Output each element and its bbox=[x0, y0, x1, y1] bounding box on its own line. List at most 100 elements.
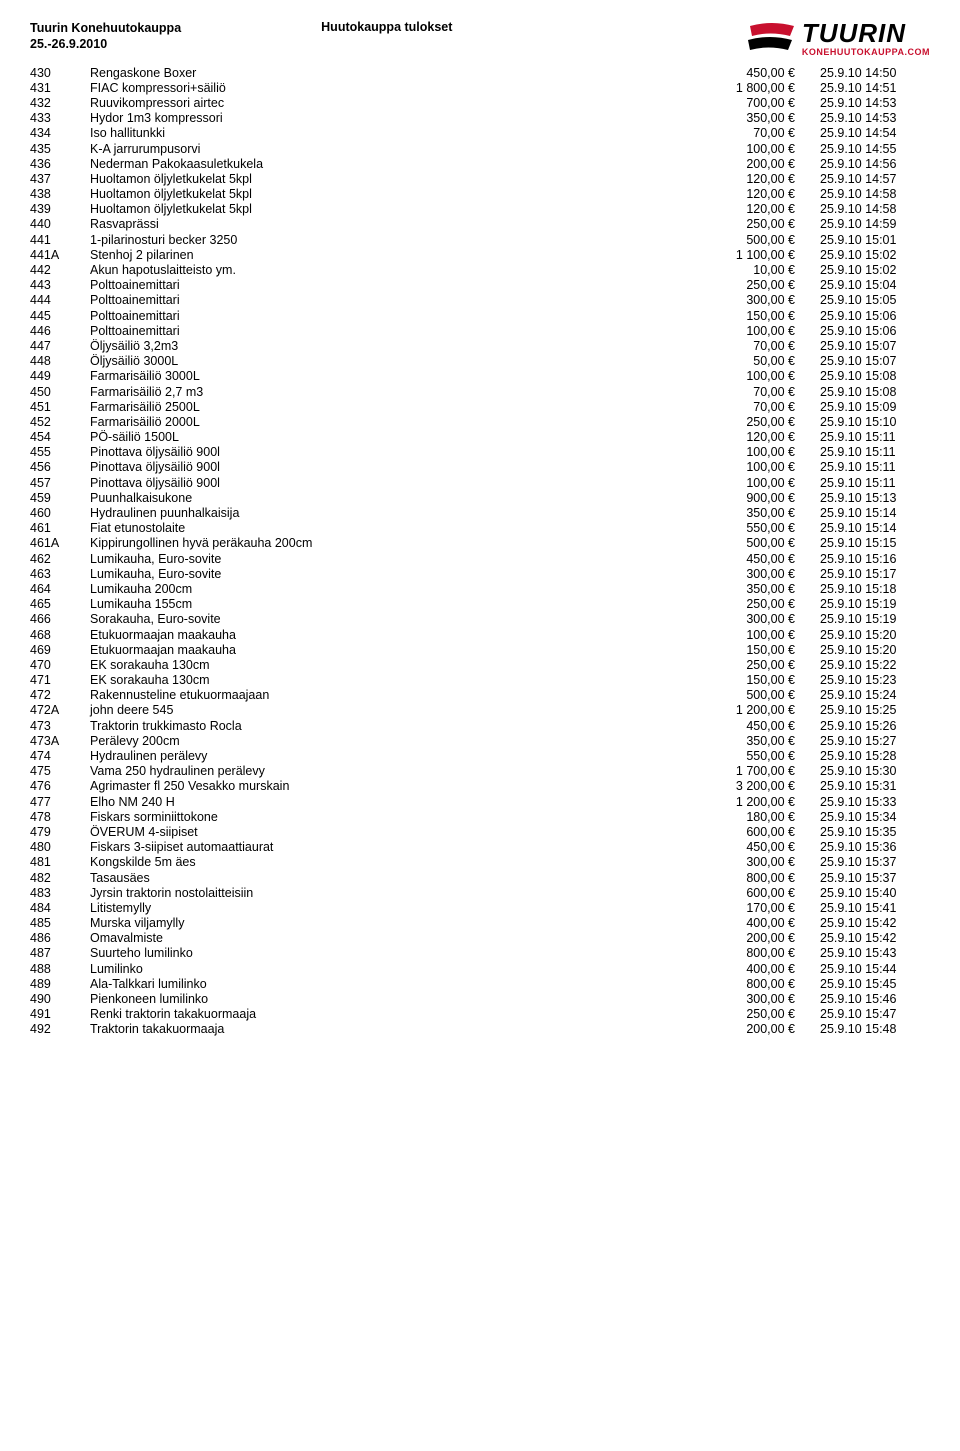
row-id: 477 bbox=[30, 794, 90, 809]
row-desc: EK sorakauha 130cm bbox=[90, 657, 695, 672]
row-desc: Pinottava öljysäiliö 900l bbox=[90, 475, 695, 490]
row-price: 180,00 € bbox=[695, 809, 820, 824]
row-timestamp: 25.9.10 14:53 bbox=[820, 111, 930, 126]
row-desc: Etukuormaajan maakauha bbox=[90, 627, 695, 642]
row-id: 436 bbox=[30, 156, 90, 171]
row-desc: Litistemylly bbox=[90, 900, 695, 915]
row-desc: Fiskars sorminiittokone bbox=[90, 809, 695, 824]
row-timestamp: 25.9.10 15:06 bbox=[820, 323, 930, 338]
row-id: 466 bbox=[30, 612, 90, 627]
row-timestamp: 25.9.10 15:04 bbox=[820, 278, 930, 293]
row-timestamp: 25.9.10 15:37 bbox=[820, 870, 930, 885]
subtitle: Huutokauppa tulokset bbox=[321, 20, 452, 53]
row-timestamp: 25.9.10 15:20 bbox=[820, 627, 930, 642]
row-desc: Kippirungollinen hyvä peräkauha 200cm bbox=[90, 536, 695, 551]
header-left: Tuurin Konehuutokauppa 25.-26.9.2010 Huu… bbox=[30, 20, 452, 53]
table-row: 435K-A jarrurumpusorvi100,00 €25.9.10 14… bbox=[30, 141, 930, 156]
row-id: 460 bbox=[30, 505, 90, 520]
table-row: 468Etukuormaajan maakauha100,00 €25.9.10… bbox=[30, 627, 930, 642]
row-price: 350,00 € bbox=[695, 733, 820, 748]
row-id: 480 bbox=[30, 840, 90, 855]
row-timestamp: 25.9.10 15:28 bbox=[820, 748, 930, 763]
row-price: 50,00 € bbox=[695, 354, 820, 369]
table-row: 445Polttoainemittari150,00 €25.9.10 15:0… bbox=[30, 308, 930, 323]
table-row: 472Ajohn deere 5451 200,00 €25.9.10 15:2… bbox=[30, 703, 930, 718]
row-desc: Pinottava öljysäiliö 900l bbox=[90, 460, 695, 475]
row-timestamp: 25.9.10 15:02 bbox=[820, 262, 930, 277]
row-id: 483 bbox=[30, 885, 90, 900]
table-row: 465Lumikauha 155cm250,00 €25.9.10 15:19 bbox=[30, 597, 930, 612]
logo-flag-icon bbox=[746, 22, 796, 56]
row-price: 150,00 € bbox=[695, 642, 820, 657]
row-desc: Farmarisäiliö 3000L bbox=[90, 369, 695, 384]
table-row: 479ÖVERUM 4-siipiset600,00 €25.9.10 15:3… bbox=[30, 824, 930, 839]
row-id: 468 bbox=[30, 627, 90, 642]
row-id: 443 bbox=[30, 278, 90, 293]
row-timestamp: 25.9.10 15:11 bbox=[820, 460, 930, 475]
table-row: 478Fiskars sorminiittokone180,00 €25.9.1… bbox=[30, 809, 930, 824]
table-row: 491Renki traktorin takakuormaaja250,00 €… bbox=[30, 1007, 930, 1022]
row-timestamp: 25.9.10 15:01 bbox=[820, 232, 930, 247]
table-row: 476Agrimaster fl 250 Vesakko murskain3 2… bbox=[30, 779, 930, 794]
table-row: 446Polttoainemittari100,00 €25.9.10 15:0… bbox=[30, 323, 930, 338]
row-timestamp: 25.9.10 15:19 bbox=[820, 597, 930, 612]
table-row: 486Omavalmiste200,00 €25.9.10 15:42 bbox=[30, 931, 930, 946]
row-price: 70,00 € bbox=[695, 399, 820, 414]
table-row: 447Öljysäiliö 3,2m370,00 €25.9.10 15:07 bbox=[30, 338, 930, 353]
row-timestamp: 25.9.10 15:43 bbox=[820, 946, 930, 961]
row-id: 475 bbox=[30, 764, 90, 779]
row-desc: Kongskilde 5m äes bbox=[90, 855, 695, 870]
row-timestamp: 25.9.10 14:51 bbox=[820, 80, 930, 95]
row-timestamp: 25.9.10 15:13 bbox=[820, 490, 930, 505]
row-desc: Pienkoneen lumilinko bbox=[90, 991, 695, 1006]
row-timestamp: 25.9.10 15:11 bbox=[820, 445, 930, 460]
row-desc: Nederman Pakokaasuletkukela bbox=[90, 156, 695, 171]
row-id: 459 bbox=[30, 490, 90, 505]
row-id: 487 bbox=[30, 946, 90, 961]
row-price: 350,00 € bbox=[695, 505, 820, 520]
row-id: 462 bbox=[30, 551, 90, 566]
row-id: 492 bbox=[30, 1022, 90, 1037]
row-desc: Perälevy 200cm bbox=[90, 733, 695, 748]
row-timestamp: 25.9.10 14:53 bbox=[820, 95, 930, 110]
row-id: 442 bbox=[30, 262, 90, 277]
row-id: 448 bbox=[30, 354, 90, 369]
row-desc: Omavalmiste bbox=[90, 931, 695, 946]
table-row: 431FIAC kompressori+säiliö1 800,00 €25.9… bbox=[30, 80, 930, 95]
row-timestamp: 25.9.10 14:57 bbox=[820, 171, 930, 186]
row-timestamp: 25.9.10 15:20 bbox=[820, 642, 930, 657]
row-timestamp: 25.9.10 14:58 bbox=[820, 202, 930, 217]
row-desc: Jyrsin traktorin nostolaitteisiin bbox=[90, 885, 695, 900]
row-desc: Polttoainemittari bbox=[90, 278, 695, 293]
table-row: 477Elho NM 240 H1 200,00 €25.9.10 15:33 bbox=[30, 794, 930, 809]
logo: TUURIN KONEHUUTOKAUPPA.COM bbox=[746, 20, 930, 57]
row-id: 430 bbox=[30, 65, 90, 80]
row-desc: Elho NM 240 H bbox=[90, 794, 695, 809]
table-row: 430Rengaskone Boxer450,00 €25.9.10 14:50 bbox=[30, 65, 930, 80]
row-desc: Farmarisäiliö 2,7 m3 bbox=[90, 384, 695, 399]
row-timestamp: 25.9.10 15:36 bbox=[820, 840, 930, 855]
row-id: 433 bbox=[30, 111, 90, 126]
table-row: 451Farmarisäiliö 2500L70,00 €25.9.10 15:… bbox=[30, 399, 930, 414]
row-timestamp: 25.9.10 15:30 bbox=[820, 764, 930, 779]
row-price: 450,00 € bbox=[695, 718, 820, 733]
row-desc: john deere 545 bbox=[90, 703, 695, 718]
row-timestamp: 25.9.10 15:07 bbox=[820, 338, 930, 353]
table-row: 480Fiskars 3-siipiset automaattiaurat450… bbox=[30, 840, 930, 855]
row-desc: Huoltamon öljyletkukelat 5kpl bbox=[90, 202, 695, 217]
table-row: 436Nederman Pakokaasuletkukela200,00 €25… bbox=[30, 156, 930, 171]
row-price: 300,00 € bbox=[695, 293, 820, 308]
row-id: 473A bbox=[30, 733, 90, 748]
row-price: 300,00 € bbox=[695, 566, 820, 581]
row-desc: Tasausäes bbox=[90, 870, 695, 885]
row-price: 900,00 € bbox=[695, 490, 820, 505]
row-price: 250,00 € bbox=[695, 217, 820, 232]
table-row: 473APerälevy 200cm350,00 €25.9.10 15:27 bbox=[30, 733, 930, 748]
row-price: 1 200,00 € bbox=[695, 794, 820, 809]
table-row: 474Hydraulinen perälevy550,00 €25.9.10 1… bbox=[30, 748, 930, 763]
row-timestamp: 25.9.10 14:59 bbox=[820, 217, 930, 232]
table-row: 438Huoltamon öljyletkukelat 5kpl120,00 €… bbox=[30, 187, 930, 202]
row-price: 100,00 € bbox=[695, 475, 820, 490]
table-row: 492Traktorin takakuormaaja200,00 €25.9.1… bbox=[30, 1022, 930, 1037]
row-timestamp: 25.9.10 15:46 bbox=[820, 991, 930, 1006]
